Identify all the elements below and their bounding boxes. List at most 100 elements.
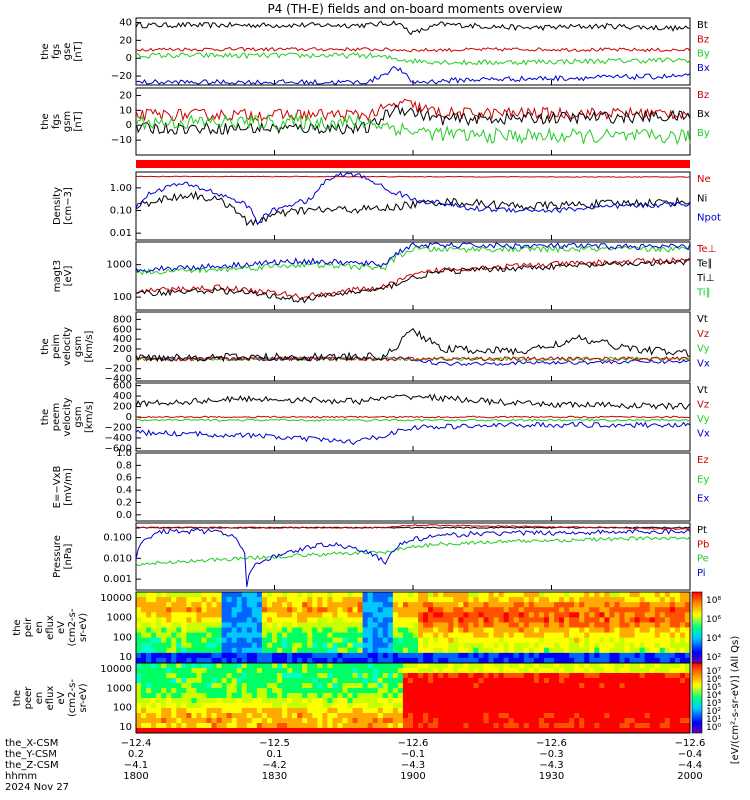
heatmap-cell [302, 718, 308, 724]
heatmap-cell [574, 652, 580, 659]
heatmap-cell [277, 622, 283, 628]
heatmap-cell [221, 622, 227, 628]
series-vt-line [135, 393, 691, 411]
heatmap-cell [423, 693, 429, 699]
heatmap-cell [609, 642, 615, 649]
heatmap-cell [478, 617, 484, 623]
heatmap-cell [387, 592, 394, 598]
heatmap-cell [483, 698, 489, 704]
heatmap-cell [397, 592, 404, 598]
heatmap-cell [337, 632, 343, 638]
heatmap-cell [357, 637, 363, 644]
heatmap-cell [533, 607, 540, 613]
heatmap-cell [191, 693, 197, 699]
panel-status-bar [136, 160, 690, 168]
heatmap-cell [362, 592, 368, 598]
heatmap-cell [679, 617, 686, 623]
heatmap-cell [136, 627, 142, 633]
heatmap-cell [589, 622, 595, 628]
heatmap-cell [684, 703, 691, 709]
heatmap-cell [387, 607, 394, 613]
heatmap-cell [684, 647, 691, 654]
heatmap-cell [266, 693, 273, 699]
heatmap-cell [649, 693, 656, 699]
heatmap-cell [589, 632, 595, 638]
heatmap-cell [644, 647, 651, 654]
heatmap-cell [146, 703, 152, 709]
heatmap-cell [679, 637, 686, 644]
heatmap-cell [564, 637, 570, 644]
heatmap-cell [196, 637, 202, 644]
heatmap-cell [478, 688, 484, 694]
heatmap-cell [256, 668, 263, 674]
heatmap-cell [448, 642, 454, 649]
y-axis-label: gsm [73, 406, 84, 427]
heatmap-cell [478, 632, 484, 638]
heatmap-cell [372, 597, 379, 603]
heatmap-cell [171, 637, 177, 644]
heatmap-cell [518, 607, 525, 613]
series-by-line [135, 52, 691, 66]
heatmap-cell [423, 703, 429, 709]
heatmap-cell [559, 663, 565, 669]
heatmap-cell [428, 688, 434, 694]
heatmap-cell [418, 723, 424, 729]
heatmap-cell [533, 612, 540, 618]
heatmap-cell [312, 627, 318, 633]
heatmap-cell [604, 592, 610, 598]
heatmap-cell [619, 597, 625, 603]
heatmap-cell [639, 647, 645, 654]
heatmap-cell [387, 728, 394, 734]
heatmap-cell [543, 673, 550, 679]
heatmap-cell [493, 673, 499, 679]
heatmap-cell [312, 718, 318, 724]
heatmap-cell [448, 647, 454, 654]
heatmap-cell [397, 652, 404, 659]
y-axis-label: magt3 [52, 260, 63, 293]
heatmap-cell [569, 637, 575, 644]
heatmap-cell [327, 693, 333, 699]
heatmap-cell [559, 617, 565, 623]
legend-entry: Ne [697, 174, 711, 185]
heatmap-cell [367, 723, 374, 729]
heatmap-cell [574, 683, 580, 689]
heatmap-cell [423, 663, 429, 669]
heatmap-cell [397, 612, 404, 618]
heatmap-cell [488, 632, 494, 638]
heatmap-cell [619, 592, 625, 598]
heatmap-cell [377, 592, 384, 598]
heatmap-cell [352, 652, 358, 659]
heatmap-cell [664, 592, 671, 598]
heatmap-cell [312, 637, 318, 644]
heatmap-cell [332, 703, 338, 709]
heatmap-cell [634, 607, 640, 613]
heatmap-cell [231, 622, 238, 628]
heatmap-cell [372, 718, 379, 724]
heatmap-cell [161, 597, 167, 603]
heatmap-cell [654, 673, 661, 679]
x-axis-row-label: the_Y-CSM [5, 749, 57, 760]
heatmap-cell [317, 708, 323, 714]
series-bx-line [135, 104, 691, 136]
heatmap-cell [418, 607, 424, 613]
heatmap-cell [609, 723, 615, 729]
heatmap-cell [478, 657, 484, 664]
heatmap-cell [166, 688, 172, 694]
heatmap-cell [609, 708, 615, 714]
heatmap-cell [649, 678, 656, 684]
heatmap-cell [659, 642, 666, 649]
heatmap-cell [271, 642, 278, 649]
heatmap-cell [679, 612, 686, 618]
heatmap-cell [191, 668, 197, 674]
heatmap-cell [367, 612, 374, 618]
heatmap-cell [523, 637, 530, 644]
heatmap-cell [191, 627, 197, 633]
date-label: 2024 Nov 27 [5, 782, 69, 793]
heatmap-cell [463, 637, 469, 644]
heatmap-cell [352, 617, 358, 623]
heatmap-cell [186, 673, 192, 679]
heatmap-cell [513, 713, 520, 719]
heatmap-cell [443, 602, 449, 608]
heatmap-cell [659, 612, 666, 618]
heatmap-cell [251, 698, 258, 704]
